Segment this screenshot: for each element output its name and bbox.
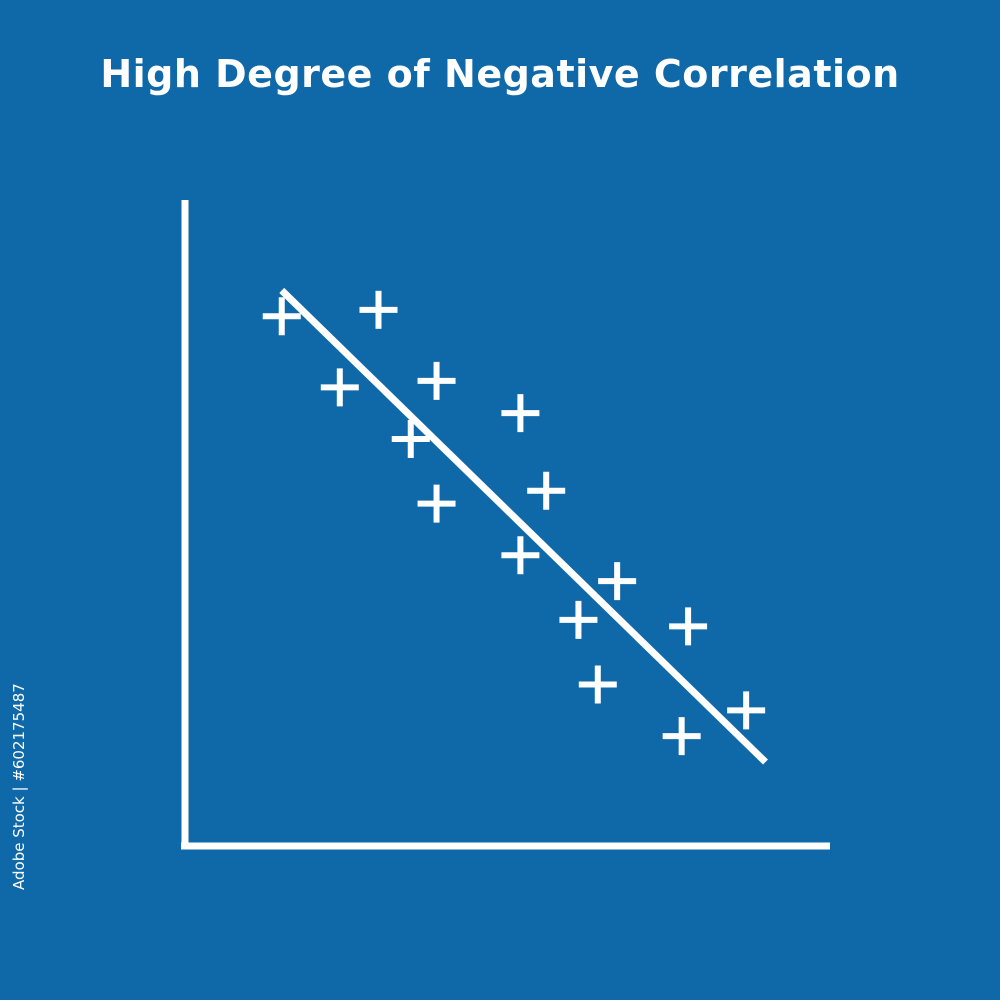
data-point-10 [598,562,637,601]
data-point-14 [662,717,701,756]
data-point-3 [320,368,359,407]
data-point-11 [559,600,598,639]
data-point-15 [727,691,766,730]
data-point-5 [391,420,430,459]
data-point-7 [417,484,456,523]
data-point-8 [527,471,566,510]
stock-id-text: Adobe Stock | #602175487 [10,683,28,890]
data-point-6 [501,394,540,433]
data-point-12 [669,607,708,646]
data-point-2 [359,290,398,329]
trend-line [279,287,768,765]
chart-title: High Degree of Negative Correlation [100,52,900,96]
data-point-4 [417,361,456,400]
data-point-9 [501,536,540,575]
data-point-1 [262,297,301,336]
data-point-13 [578,665,617,704]
